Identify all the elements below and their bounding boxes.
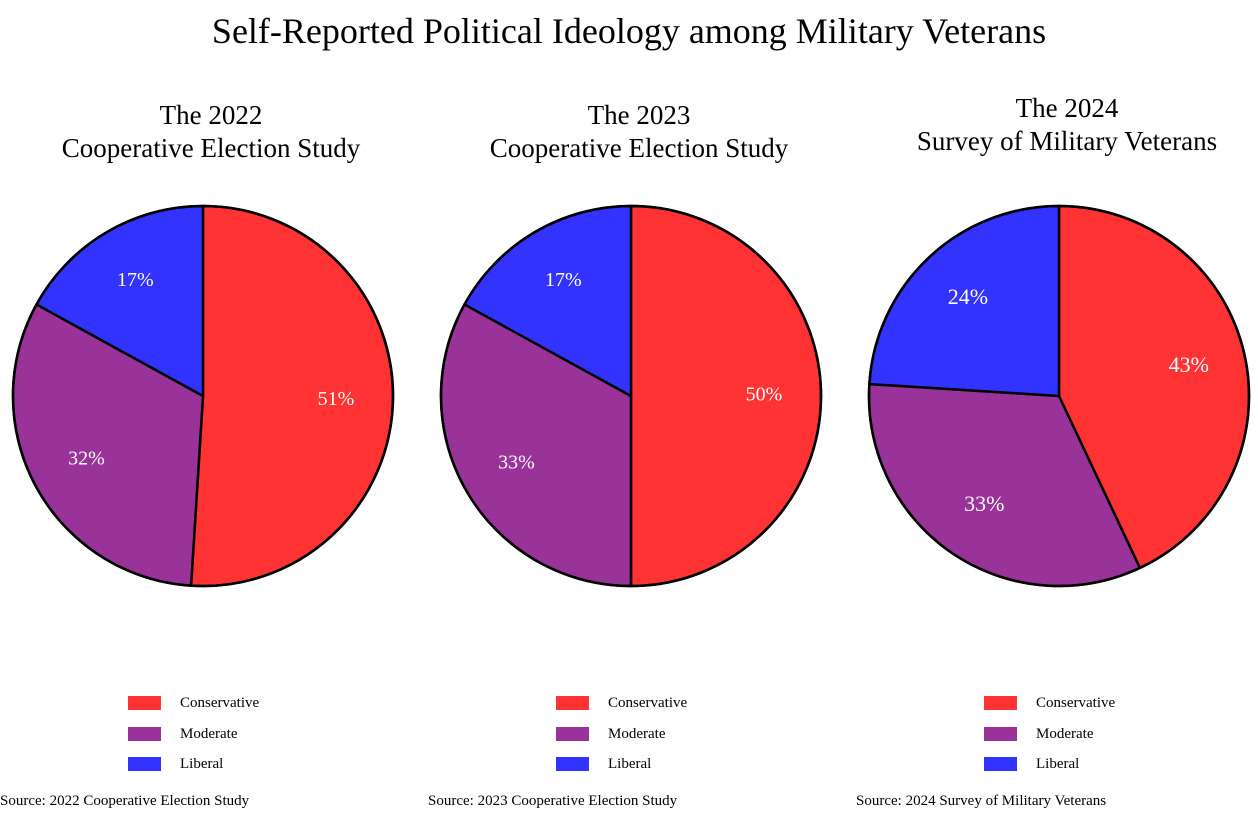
- legend-label: Moderate: [608, 725, 666, 742]
- pie-outline: [11, 204, 395, 588]
- legend-label: Liberal: [608, 756, 652, 772]
- pie-label-conservative: 50%: [746, 384, 783, 406]
- legend-label: Conservative: [1036, 695, 1116, 711]
- pie-title-line: The 2022: [159, 100, 263, 130]
- chart-source: Source: 2022 Cooperative Election Study: [0, 793, 250, 809]
- pie-label-moderate: 32%: [68, 448, 105, 470]
- pie-chart: 51% 32% 17%: [11, 204, 395, 588]
- pie-panel-3: The 2024 Survey of Military Veterans 43% 33…: [856, 0, 1258, 832]
- pie-title-line: Cooperative Election Study: [489, 133, 789, 163]
- pie-label-liberal: 17%: [545, 269, 582, 291]
- legend-label: Moderate: [180, 725, 238, 742]
- pie-chart: 43% 33% 24%: [867, 204, 1251, 588]
- pie-label-liberal: 17%: [117, 269, 154, 291]
- legend-swatch-conservative: [556, 696, 589, 710]
- pie-title: The 2024 Survey of Military Veterans: [853, 92, 1258, 158]
- pie-label-conservative: 51%: [318, 388, 355, 410]
- pie-title-line: The 2024: [1015, 93, 1119, 123]
- pie-slice-conservative: [189, 204, 395, 588]
- pie-label-moderate: 33%: [964, 491, 1004, 516]
- pie-title-line: Cooperative Election Study: [61, 133, 361, 163]
- pie-outline: [867, 204, 1251, 588]
- pie-chart: 50% 33% 17%: [439, 204, 823, 588]
- chart-main-title: Self-Reported Political Ideology among M…: [211, 11, 1047, 51]
- legend-swatch-liberal: [984, 757, 1017, 771]
- pie-title-line: Survey of Military Veterans: [916, 126, 1218, 156]
- legend-swatch-moderate: [556, 726, 589, 741]
- legend-swatch-liberal: [556, 757, 589, 771]
- pie-title: The 2022 Cooperative Election Study: [0, 99, 425, 165]
- legend-label: Conservative: [608, 695, 688, 711]
- legend-swatch-liberal: [128, 757, 161, 771]
- pie-slice-conservative: [629, 204, 823, 588]
- chart-source: Source: 2023 Cooperative Election Study: [428, 793, 678, 809]
- pie-label-conservative: 43%: [1169, 352, 1209, 377]
- pie-label-liberal: 24%: [948, 284, 988, 309]
- pie-panel-2: The 2023 Cooperative Election Study 50% 33%…: [428, 0, 856, 832]
- legend-swatch-conservative: [128, 696, 161, 710]
- legend-label: Conservative: [180, 695, 260, 711]
- legend-label: Moderate: [1036, 725, 1094, 742]
- pie-title: The 2023 Cooperative Election Study: [425, 99, 853, 165]
- chart-source: Source: 2024 Survey of Military Veterans: [856, 793, 1107, 809]
- legend-label: Liberal: [180, 756, 224, 772]
- pie-panel-1: The 2022 Cooperative Election Study 51% 32%…: [0, 0, 428, 832]
- pie-label-moderate: 33%: [498, 451, 535, 473]
- legend-swatch-moderate: [984, 726, 1017, 741]
- pie-outline: [439, 204, 823, 588]
- legend-swatch-conservative: [984, 696, 1017, 710]
- pie-title-line: The 2023: [587, 100, 691, 130]
- legend-label: Liberal: [1036, 756, 1080, 772]
- legend-swatch-moderate: [128, 726, 161, 741]
